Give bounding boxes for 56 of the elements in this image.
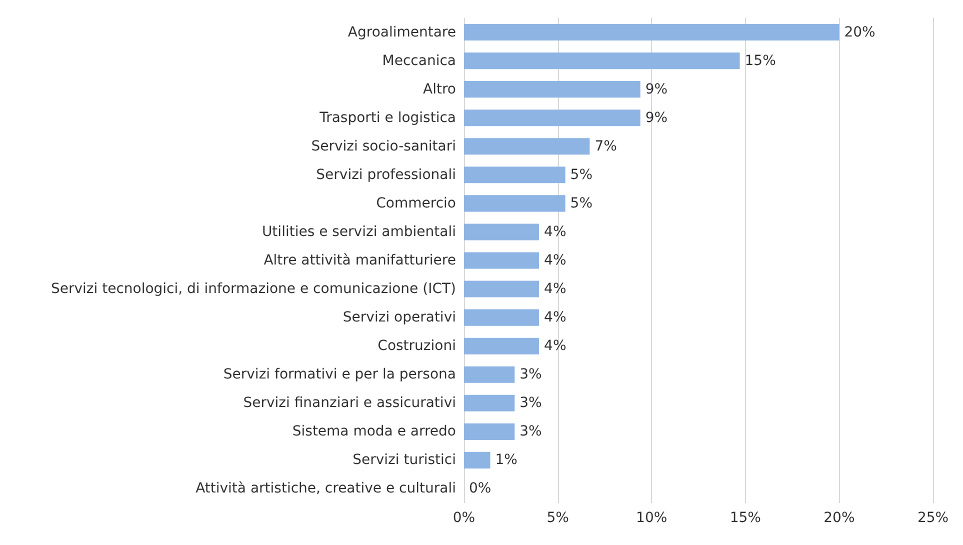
y-tick-label: Servizi turistici [352, 452, 456, 468]
bar [464, 81, 640, 98]
y-tick-label: Attività artistiche, creative e culturali [196, 480, 456, 497]
bar [464, 280, 540, 298]
bar [464, 309, 540, 326]
data-label: 9% [645, 81, 668, 98]
bar [464, 110, 640, 126]
data-label: 4% [544, 310, 566, 326]
data-label: 20% [844, 24, 876, 40]
data-label: 5% [570, 195, 593, 212]
bar [464, 452, 490, 468]
x-tick-label: 10% [636, 510, 668, 526]
y-tick-label: Altre attività manifatturiere [264, 252, 456, 268]
y-tick-label: Utilities e servizi ambientali [262, 224, 456, 240]
bar [464, 195, 566, 212]
bar [464, 338, 540, 354]
data-label: 3% [520, 395, 542, 412]
bar [464, 366, 515, 383]
y-tick-label: Trasporti e logistica [318, 110, 456, 126]
y-tick-label: Commercio [376, 195, 456, 212]
y-tick-label: Servizi formativi e per la persona [223, 366, 456, 383]
bar [464, 224, 540, 240]
bar [464, 24, 840, 41]
x-tick-label: 15% [730, 510, 761, 526]
data-label: 15% [744, 52, 776, 69]
bar [464, 138, 590, 155]
y-tick-label: Altro [423, 81, 456, 98]
x-tick-label: 25% [917, 510, 949, 526]
bar [464, 52, 740, 70]
y-tick-label: Servizi finanziari e assicurativi [243, 395, 456, 412]
data-label: 1% [495, 452, 518, 468]
data-label: 3% [520, 424, 542, 440]
x-tick-label: 20% [824, 510, 855, 526]
bar [464, 394, 515, 412]
y-tick-label: Servizi socio-sanitari [311, 138, 456, 154]
bar [464, 166, 566, 184]
y-tick-label: Servizi tecnologici, di informazione e comunicazione (ICT) [50, 281, 456, 298]
data-label: 0% [469, 480, 492, 497]
data-label: 4% [544, 252, 566, 268]
data-label: 5% [570, 166, 593, 183]
bar [464, 252, 540, 269]
y-tick-label: Meccanica [382, 52, 456, 69]
data-label: 4% [544, 224, 566, 240]
y-tick-label: Sistema moda e arredo [292, 424, 456, 440]
x-tick-label: 5% [546, 510, 569, 526]
x-tick-label: 0% [452, 510, 476, 526]
data-label: 4% [544, 338, 566, 354]
y-tick-label: Servizi professionali [316, 166, 456, 183]
bar [464, 423, 515, 440]
data-label: 4% [544, 281, 566, 298]
data-label: 3% [520, 366, 542, 383]
data-label: 9% [645, 110, 668, 126]
y-tick-label: Servizi operativi [342, 310, 456, 326]
y-tick-label: Costruzioni [378, 338, 456, 354]
y-tick-label: Agroalimentare [348, 24, 456, 40]
data-label: 7% [594, 138, 617, 154]
